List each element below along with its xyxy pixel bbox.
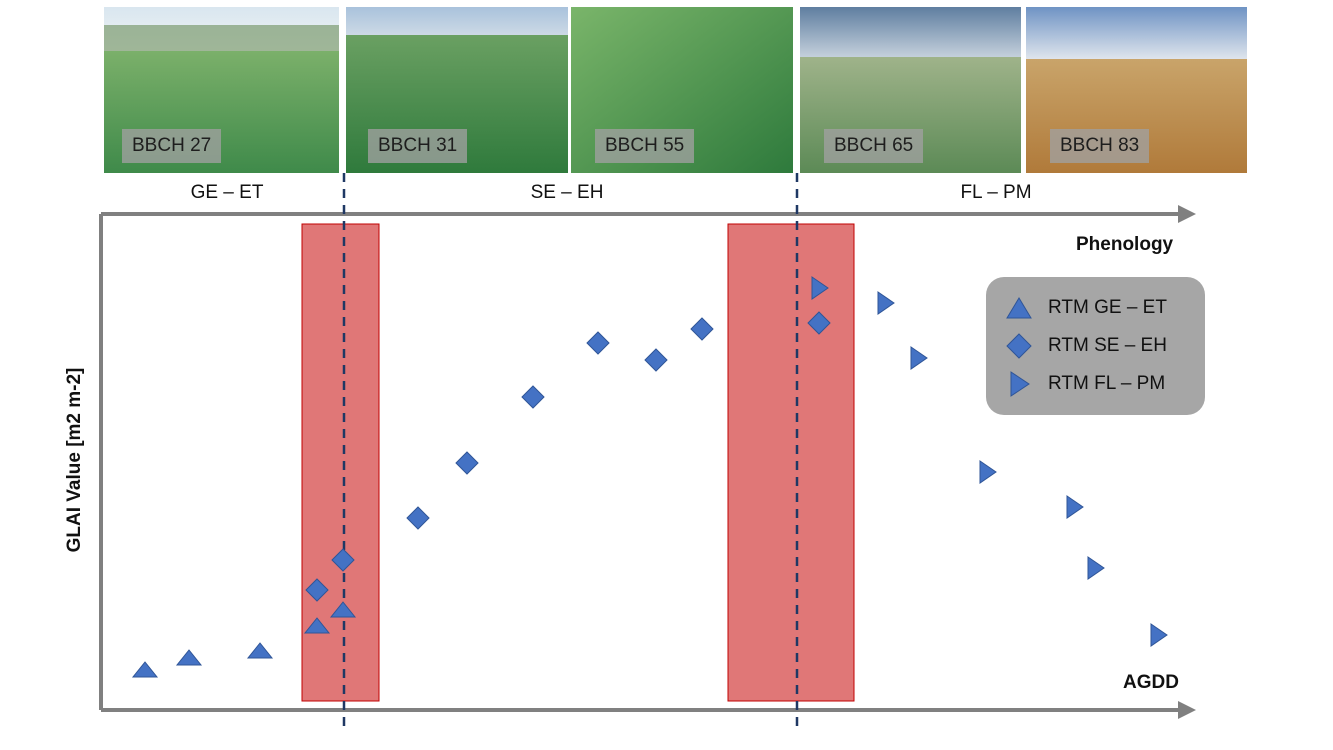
series-ge-et xyxy=(131,601,357,678)
bbch-label: BBCH 27 xyxy=(122,129,222,163)
photo-bbch-27: BBCH 27 xyxy=(104,7,339,173)
triangle-right-icon xyxy=(811,276,829,300)
triangle-right-icon xyxy=(1066,495,1084,519)
y-axis-title: GLAI Value [m2 m-2] xyxy=(64,367,85,553)
phenology-axis-label: Phenology xyxy=(1076,234,1174,255)
photo-bbch-31: BBCH 31 xyxy=(346,7,568,173)
phase-label-se-eh: SE – EH xyxy=(530,182,604,203)
bbch-label: BBCH 31 xyxy=(368,129,468,163)
field-photo-icon xyxy=(104,7,339,173)
triangle-right-icon xyxy=(910,346,928,370)
diamond-icon xyxy=(521,385,545,409)
transition-band-2 xyxy=(727,223,855,702)
series-se-eh xyxy=(305,311,831,602)
axes xyxy=(99,205,1196,719)
legend-item-ge-et: RTM GE – ET xyxy=(1004,293,1167,323)
series-fl-pm xyxy=(811,276,1168,647)
triangle-up-icon xyxy=(303,617,331,634)
diamond-icon xyxy=(305,578,329,602)
photo-bbch-83: BBCH 83 xyxy=(1026,7,1247,173)
diamond-icon xyxy=(644,348,668,372)
triangle-right-icon xyxy=(1150,623,1168,647)
bbch-label: BBCH 55 xyxy=(595,129,695,163)
diamond-icon xyxy=(331,548,355,572)
triangle-up-icon xyxy=(329,601,357,618)
legend-label: RTM SE – EH xyxy=(1048,335,1167,356)
diamond-icon xyxy=(406,506,430,530)
legend-label: RTM GE – ET xyxy=(1048,297,1167,318)
photo-bbch-55: BBCH 55 xyxy=(571,7,793,173)
triangle-up-icon xyxy=(246,642,274,659)
diamond-icon xyxy=(1006,333,1032,359)
triangle-up-icon xyxy=(131,661,159,678)
triangle-up-icon xyxy=(1006,297,1032,319)
photo-bbch-65: BBCH 65 xyxy=(800,7,1021,173)
diamond-icon xyxy=(690,317,714,341)
bbch-label: BBCH 83 xyxy=(1050,129,1150,163)
triangle-right-icon xyxy=(1087,556,1105,580)
phase-label-fl-pm: FL – PM xyxy=(960,182,1032,203)
phase-label-ge-et: GE – ET xyxy=(190,182,264,203)
legend-item-fl-pm: RTM FL – PM xyxy=(1004,369,1165,399)
diamond-icon xyxy=(455,451,479,475)
triangle-right-icon xyxy=(1010,371,1030,397)
arrow-right-icon xyxy=(1178,205,1196,223)
agdd-axis-label: AGDD xyxy=(1123,672,1179,693)
triangle-right-icon xyxy=(877,291,895,315)
bbch-label: BBCH 65 xyxy=(824,129,924,163)
triangle-up-icon xyxy=(175,649,203,666)
diamond-icon xyxy=(807,311,831,335)
legend-item-se-eh: RTM SE – EH xyxy=(1004,331,1167,361)
diamond-icon xyxy=(586,331,610,355)
triangle-right-icon xyxy=(979,460,997,484)
legend: RTM GE – ET RTM SE – EH RTM FL – PM xyxy=(986,277,1205,415)
arrow-right-icon xyxy=(1178,701,1196,719)
legend-label: RTM FL – PM xyxy=(1048,373,1166,394)
